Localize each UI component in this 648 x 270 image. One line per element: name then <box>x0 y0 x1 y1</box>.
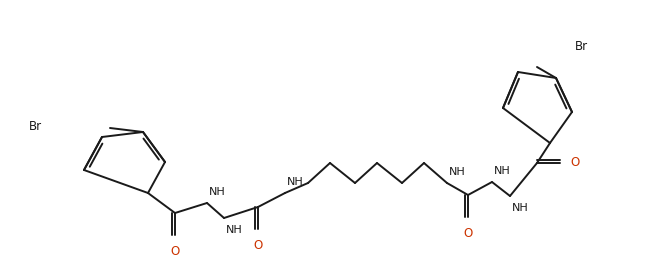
Text: Br: Br <box>575 40 588 53</box>
Text: NH: NH <box>287 177 304 187</box>
Text: O: O <box>463 227 472 240</box>
Text: NH: NH <box>494 166 511 176</box>
Text: O: O <box>253 239 262 252</box>
Text: NH: NH <box>226 225 243 235</box>
Text: O: O <box>570 157 579 170</box>
Text: NH: NH <box>449 167 466 177</box>
Text: NH: NH <box>512 203 529 213</box>
Text: NH: NH <box>209 187 226 197</box>
Text: Br: Br <box>29 120 42 133</box>
Text: O: O <box>170 245 179 258</box>
